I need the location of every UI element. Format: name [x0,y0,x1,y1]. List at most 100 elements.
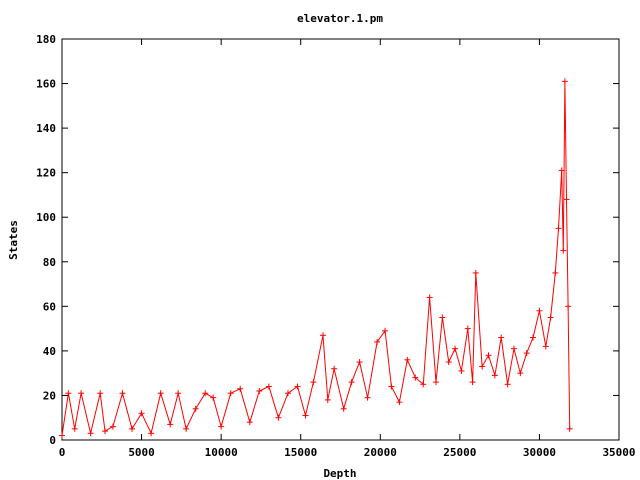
y-axis: 0 20 40 60 80 100 120 140 160 180 [36,33,619,447]
y-tick-label: 0 [49,434,56,447]
data-point [59,432,65,439]
y-tick-label: 160 [36,78,56,91]
data-point [561,78,568,85]
data-point [148,430,155,437]
data-point [183,425,190,432]
data-point [523,350,530,357]
data-point [552,269,559,276]
x-tick-label: 20000 [364,446,397,459]
data-point [202,390,209,397]
data-point [498,334,505,341]
data-point [356,359,363,366]
data-point [218,423,225,430]
x-tick-label: 35000 [602,446,635,459]
data-point [547,314,554,321]
data-point [542,343,549,350]
data-point [536,307,543,314]
data-point [426,294,433,301]
data-point [65,390,72,397]
data-point [310,379,317,386]
data-point [472,269,479,276]
data-point [374,338,381,345]
data-point [256,387,263,394]
data-point [175,390,182,397]
data-point [432,379,439,386]
data-point [119,390,126,397]
data-point [101,428,108,435]
y-tick-label: 20 [43,389,56,402]
x-axis: 0 5000 10000 15000 20000 25000 30000 35000 [59,39,636,459]
data-point [129,425,136,432]
data-point [227,390,234,397]
data-point [167,421,174,428]
data-point [510,345,517,352]
data-point [302,412,309,419]
chart-title: elevator.1.pm [297,12,383,25]
x-tick-label: 0 [59,446,66,459]
data-point [265,383,272,390]
data-point [555,225,562,232]
y-tick-label: 80 [43,256,56,269]
data-point [210,394,217,401]
data-point [246,419,253,426]
data-point [192,405,199,412]
data-point [340,405,347,412]
data-point [382,327,389,334]
data-point [275,414,282,421]
y-tick-label: 60 [43,300,56,313]
data-point [404,356,411,363]
data-point [563,196,570,203]
x-axis-label: Depth [323,467,356,480]
data-point [530,334,537,341]
plot-frame [61,38,620,441]
x-tick-label: 5000 [128,446,155,459]
data-point [504,381,511,388]
data-point [157,390,164,397]
data-point [284,390,291,397]
y-tick-label: 40 [43,345,56,358]
data-point [452,345,459,352]
data-point [71,425,78,432]
data-point [464,325,471,332]
data-point [324,396,331,403]
data-point [445,359,452,366]
data-point [87,430,94,437]
y-axis-label: States [7,220,20,260]
y-tick-label: 120 [36,167,56,180]
data-point [420,381,427,388]
series-layer [59,78,573,439]
data-point [331,365,338,372]
data-point [558,167,565,174]
data-point [469,379,476,386]
data-point [560,247,567,254]
data-point [348,379,355,386]
x-tick-label: 10000 [205,446,238,459]
data-point [396,399,403,406]
data-point [319,332,326,339]
data-point [97,390,104,397]
x-tick-label: 15000 [284,446,317,459]
data-point [491,372,498,379]
data-point [412,374,419,381]
data-point [364,394,371,401]
data-point [439,314,446,321]
data-point [237,385,244,392]
data-point [566,425,573,432]
data-point [294,383,301,390]
data-point [479,363,486,370]
data-point [109,423,116,430]
data-point [78,390,85,397]
data-point [565,303,572,310]
data-point [138,410,145,417]
data-point [458,367,465,374]
x-tick-label: 30000 [523,446,556,459]
y-tick-label: 100 [36,211,56,224]
y-tick-label: 180 [36,33,56,46]
plot-border [61,38,620,441]
data-point [517,370,524,377]
data-point [388,383,395,390]
x-tick-label: 25000 [443,446,476,459]
data-point [485,352,492,359]
y-tick-label: 140 [36,122,56,135]
